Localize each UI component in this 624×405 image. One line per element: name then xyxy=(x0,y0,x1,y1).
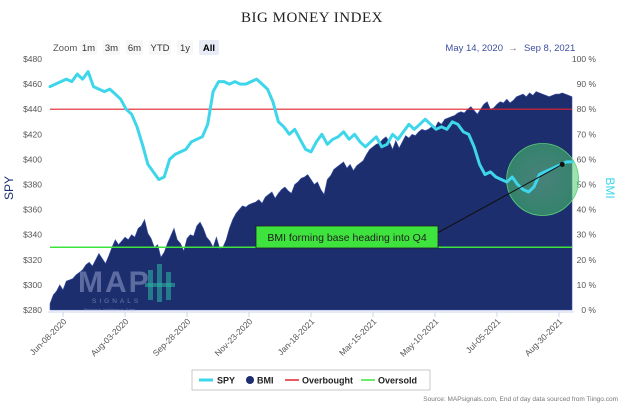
right-tick-label: 40 % xyxy=(577,205,597,215)
zoom-button-label: 3m xyxy=(105,43,118,54)
left-tick-label: $480 xyxy=(23,54,42,64)
zoom-toolbar: Zoom 1m 3m 6m YTD 1y All xyxy=(53,40,219,55)
zoom-button-label: 6m xyxy=(128,43,141,54)
left-tick-label: $380 xyxy=(23,180,42,190)
legend-label-bmi: SPY xyxy=(217,376,235,386)
zoom-button-label: All xyxy=(203,43,215,54)
x-tick-label: May-10-2021 xyxy=(398,316,441,359)
watermark-text: MAP xyxy=(78,266,151,299)
zoom-button-bg[interactable] xyxy=(149,40,171,55)
right-tick-label: 100 % xyxy=(572,54,597,64)
left-tick-label: $280 xyxy=(23,305,42,315)
annotation-arrow xyxy=(429,163,563,238)
x-tick-label: Nov-23-2020 xyxy=(213,316,255,358)
x-tick-label: Aug-03-2020 xyxy=(89,316,131,358)
zoom-button-label: 1m xyxy=(82,43,95,54)
legend-item-spy[interactable]: BMI xyxy=(246,376,274,386)
left-tick-label: $300 xyxy=(23,280,42,290)
zoom-button-6m[interactable]: 6m xyxy=(126,40,143,55)
right-tick-label: 0 % xyxy=(581,305,596,315)
x-tick-label: Aug-30-2021 xyxy=(523,316,565,358)
map-logo-icon xyxy=(145,264,175,302)
zoom-button-bg[interactable] xyxy=(177,40,193,55)
right-axis-title: BMI xyxy=(603,177,617,198)
x-tick-label: Jan-18-2021 xyxy=(276,316,317,357)
zoom-button-bg[interactable] xyxy=(126,40,143,55)
left-tick-label: $360 xyxy=(23,205,42,215)
right-tick-label: 80 % xyxy=(577,104,597,114)
zoom-button-bg[interactable] xyxy=(199,40,219,55)
legend-label-spy: BMI xyxy=(257,376,274,386)
range-from[interactable]: May 14, 2020 xyxy=(445,43,503,54)
zoom-label: Zoom xyxy=(53,43,77,54)
zoom-button-1m[interactable]: 1m xyxy=(80,40,97,55)
x-axis-ticks: Jun-08-2020 Aug-03-2020 Sep-28-2020 Nov-23-… xyxy=(28,312,565,359)
left-tick-label: $400 xyxy=(23,154,42,164)
legend-item-bmi[interactable]: SPY xyxy=(199,376,235,386)
right-tick-label: 70 % xyxy=(577,129,597,139)
left-tick-label: $440 xyxy=(23,104,42,114)
watermark-sub: SIGNALS xyxy=(92,298,141,305)
left-tick-label: $320 xyxy=(23,255,42,265)
zoom-button-bg[interactable] xyxy=(103,40,120,55)
zoom-button-bg[interactable] xyxy=(80,40,97,55)
map-signals-watermark: MAP SIGNALS Research. Intelligence. Edge… xyxy=(78,264,175,312)
legend-box xyxy=(191,369,431,391)
source-note: Source: MAPsignals.com, End of day data … xyxy=(423,396,618,403)
legend-item-oversold[interactable]: Oversold xyxy=(361,376,417,386)
annotation-label: BMI forming base heading into Q4 xyxy=(255,225,439,249)
watermark-tag: Research. Intelligence. Edge. xyxy=(84,307,136,312)
zoom-button-3m[interactable]: 3m xyxy=(103,40,120,55)
left-axis-ticks: $480 $460 $440 $420 $400 $380 $360 $340 $320 $300… xyxy=(23,54,42,315)
x-tick-label: Jun-08-2020 xyxy=(28,316,69,357)
left-tick-label: $340 xyxy=(23,230,42,240)
date-range[interactable]: May 14, 2020 → Sep 8, 2021 xyxy=(445,43,575,54)
bmi-line xyxy=(48,70,574,194)
plot-area: MAP SIGNALS Research. Intelligence. Edge… xyxy=(48,70,580,312)
x-tick-label: Sep-28-2020 xyxy=(151,316,193,358)
zoom-button-1y[interactable]: 1y xyxy=(177,40,193,55)
annotation-text: BMI forming base heading into Q4 xyxy=(267,232,427,244)
spy-area xyxy=(49,91,573,311)
zoom-button-label: 1y xyxy=(180,43,190,54)
left-tick-label: $460 xyxy=(23,79,42,89)
legend-label-oversold: Oversold xyxy=(378,376,417,386)
x-tick-label: Mar-15-2021 xyxy=(337,316,379,358)
right-tick-label: 90 % xyxy=(577,79,597,89)
zoom-button-all[interactable]: All xyxy=(199,40,219,55)
right-axis-ticks: 100 % 90 % 80 % 70 % 60 % 50 % 40 % 30 % 20 % 10 … xyxy=(572,54,597,315)
range-arrow: → xyxy=(508,43,518,54)
legend-label-overbought: Overbought xyxy=(302,376,353,386)
x-tick-label: Jul-05-2021 xyxy=(464,316,503,355)
right-tick-label: 60 % xyxy=(577,154,597,164)
right-tick-label: 10 % xyxy=(577,280,597,290)
annotation-circle xyxy=(506,143,580,216)
right-tick-label: 50 % xyxy=(577,180,597,190)
right-tick-label: 30 % xyxy=(577,230,597,240)
legend: SPY BMI Overbought Oversold xyxy=(191,369,431,391)
chart-title: BIG MONEY INDEX xyxy=(241,10,383,26)
range-to[interactable]: Sep 8, 2021 xyxy=(524,43,575,54)
legend-item-overbought[interactable]: Overbought xyxy=(285,376,353,386)
left-axis-title: SPY xyxy=(2,176,16,200)
spy-last-point xyxy=(559,161,565,167)
zoom-button-ytd[interactable]: YTD xyxy=(149,40,171,55)
right-tick-label: 20 % xyxy=(577,255,597,265)
zoom-button-label: YTD xyxy=(151,43,170,54)
left-tick-label: $420 xyxy=(23,129,42,139)
